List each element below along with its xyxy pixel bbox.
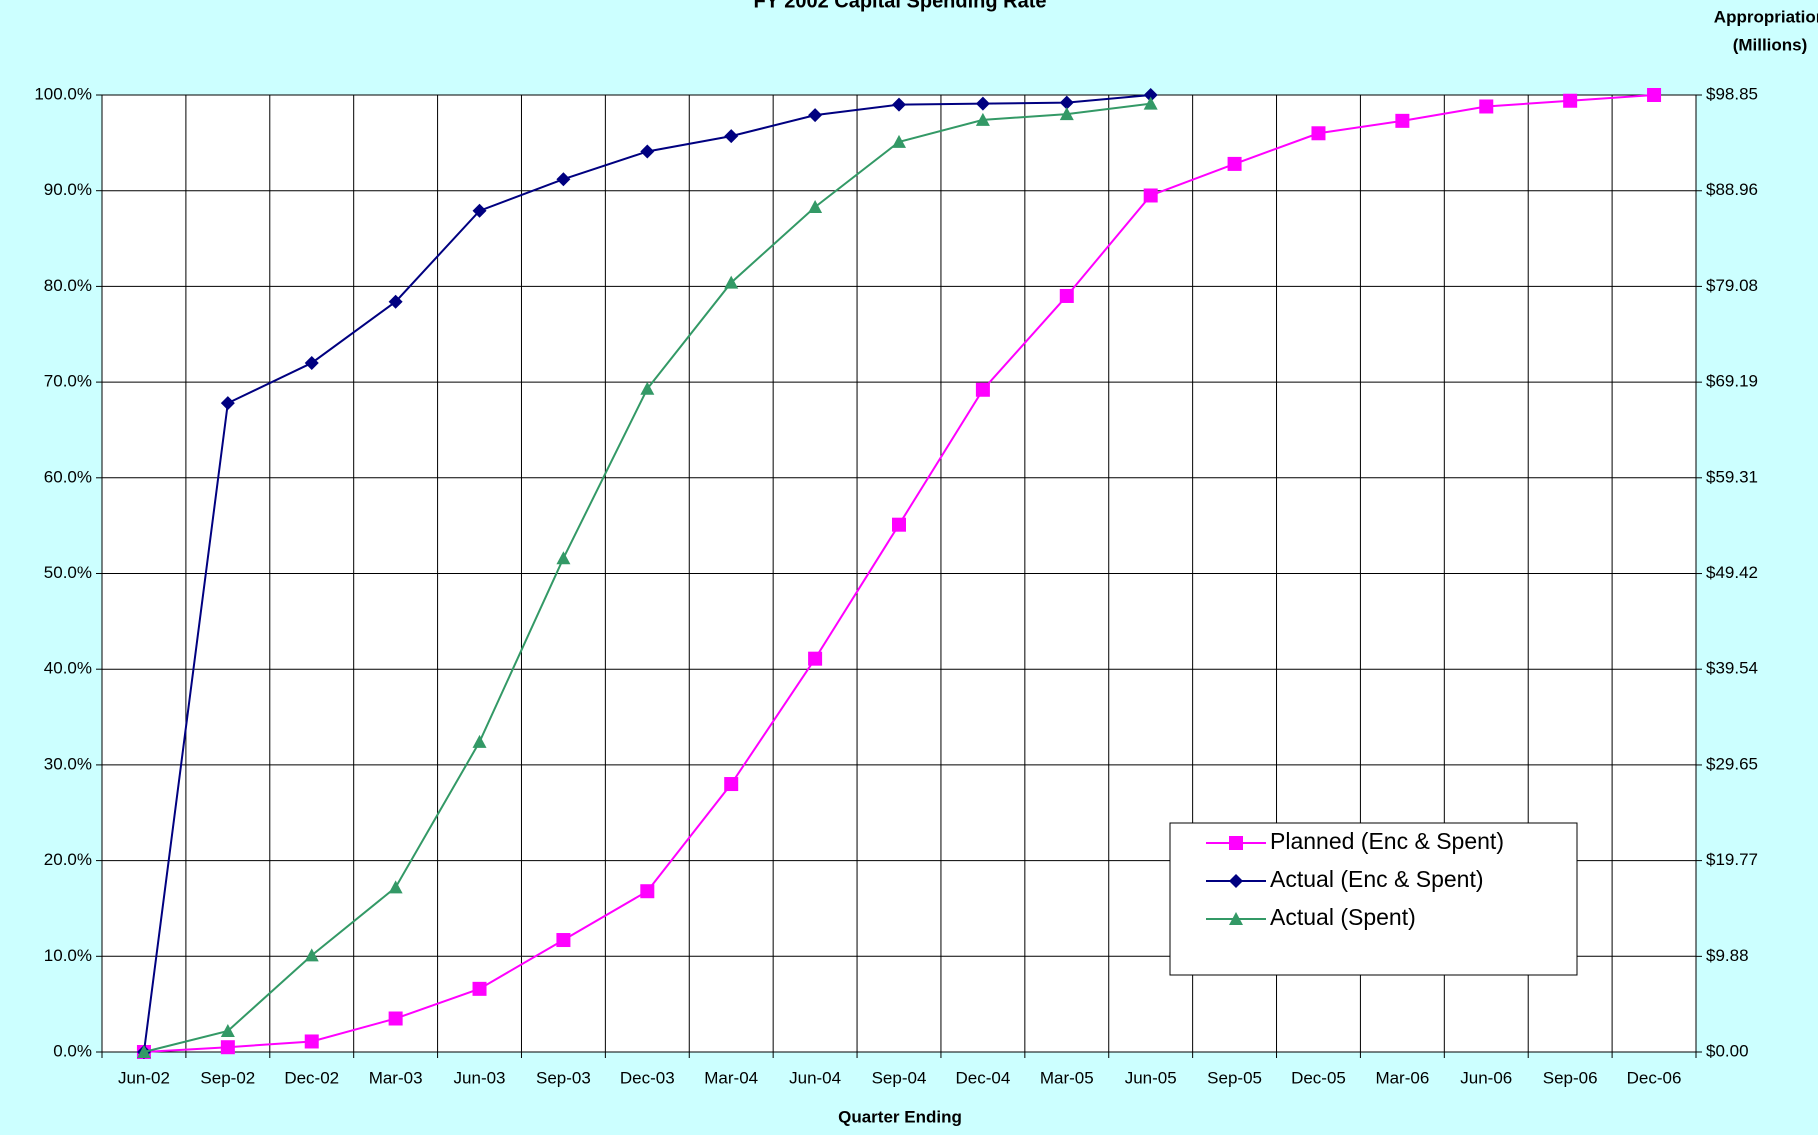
y2-tick-label: $98.85 bbox=[1706, 84, 1758, 103]
marker bbox=[1143, 88, 1158, 102]
x-tick-label: Sep-04 bbox=[872, 1068, 927, 1087]
marker bbox=[388, 880, 403, 894]
x-tick-label: Sep-06 bbox=[1543, 1068, 1598, 1087]
marker bbox=[1229, 836, 1243, 850]
marker bbox=[1227, 156, 1242, 171]
y2-tick-label: $59.31 bbox=[1706, 467, 1758, 486]
y-tick-label: 60.0% bbox=[44, 467, 92, 486]
marker bbox=[388, 1011, 403, 1026]
y2-tick-label: $88.96 bbox=[1706, 180, 1758, 199]
y2-tick-label: $9.88 bbox=[1706, 946, 1749, 965]
x-tick-label: Dec-04 bbox=[955, 1068, 1010, 1087]
y2-tick-label: $19.77 bbox=[1706, 850, 1758, 869]
marker bbox=[556, 933, 571, 948]
x-axis-label: Quarter Ending bbox=[838, 1107, 962, 1126]
marker bbox=[892, 97, 906, 112]
marker bbox=[556, 172, 571, 187]
marker bbox=[1143, 188, 1158, 203]
x-tick-label: Dec-06 bbox=[1627, 1068, 1682, 1087]
marker bbox=[1229, 912, 1243, 925]
marker bbox=[724, 777, 739, 792]
x-tick-label: Jun-02 bbox=[118, 1068, 170, 1087]
marker bbox=[1395, 113, 1410, 128]
marker bbox=[220, 396, 235, 411]
x-tick-label: Sep-03 bbox=[536, 1068, 591, 1087]
marker bbox=[975, 382, 990, 397]
y2-axis-label: Appropriation bbox=[1714, 7, 1818, 26]
marker bbox=[304, 948, 319, 962]
y-tick-label: 0.0% bbox=[53, 1041, 92, 1060]
legend-label: Planned (Enc & Spent) bbox=[1270, 828, 1504, 854]
marker bbox=[1059, 107, 1074, 121]
y-tick-label: 10.0% bbox=[44, 946, 92, 965]
x-tick-label: Dec-03 bbox=[620, 1068, 675, 1087]
y-tick-label: 90.0% bbox=[44, 180, 92, 199]
y-tick-label: 20.0% bbox=[44, 850, 92, 869]
marker bbox=[724, 275, 739, 289]
y2-tick-label: $79.08 bbox=[1706, 276, 1758, 295]
x-tick-label: Mar-06 bbox=[1375, 1068, 1429, 1087]
marker bbox=[1229, 874, 1243, 888]
chart-title: FY 2002 Capital Spending Rate bbox=[753, 0, 1046, 12]
marker bbox=[1059, 95, 1074, 110]
legend-label: Actual (Enc & Spent) bbox=[1270, 866, 1484, 892]
marker bbox=[640, 381, 655, 395]
marker bbox=[892, 134, 906, 148]
x-tick-label: Mar-03 bbox=[369, 1068, 423, 1087]
y-tick-label: 30.0% bbox=[44, 754, 92, 773]
marker bbox=[975, 96, 990, 111]
y2-tick-label: $0.00 bbox=[1706, 1041, 1749, 1060]
marker bbox=[808, 199, 823, 213]
marker bbox=[1311, 126, 1326, 141]
y2-tick-label: $39.54 bbox=[1706, 659, 1758, 678]
x-tick-label: Mar-05 bbox=[1040, 1068, 1094, 1087]
x-tick-label: Jun-04 bbox=[789, 1068, 841, 1087]
marker bbox=[808, 651, 823, 666]
marker bbox=[472, 981, 487, 996]
marker bbox=[388, 294, 403, 309]
marker bbox=[1479, 99, 1494, 114]
y-tick-label: 100.0% bbox=[34, 84, 92, 103]
y-tick-label: 80.0% bbox=[44, 276, 92, 295]
y-tick-label: 70.0% bbox=[44, 372, 92, 391]
y-tick-label: 50.0% bbox=[44, 563, 92, 582]
y-tick-label: 40.0% bbox=[44, 659, 92, 678]
marker bbox=[304, 1034, 319, 1049]
marker bbox=[640, 884, 655, 899]
y2-tick-label: $49.42 bbox=[1706, 563, 1758, 582]
x-tick-label: Jun-06 bbox=[1460, 1068, 1512, 1087]
marker bbox=[975, 112, 990, 126]
marker bbox=[724, 129, 739, 144]
x-tick-label: Mar-04 bbox=[704, 1068, 758, 1087]
marker bbox=[808, 108, 823, 123]
y2-tick-label: $69.19 bbox=[1706, 372, 1758, 391]
marker bbox=[220, 1040, 235, 1055]
marker bbox=[892, 517, 906, 532]
marker bbox=[472, 734, 487, 748]
x-tick-label: Sep-05 bbox=[1207, 1068, 1262, 1087]
marker bbox=[640, 144, 655, 159]
marker bbox=[472, 203, 487, 218]
y2-tick-label: $29.65 bbox=[1706, 754, 1758, 773]
x-tick-label: Dec-02 bbox=[284, 1068, 339, 1087]
marker bbox=[1059, 288, 1074, 303]
legend-label: Actual (Spent) bbox=[1270, 904, 1416, 930]
x-tick-label: Sep-02 bbox=[200, 1068, 255, 1087]
marker bbox=[1647, 88, 1662, 102]
x-tick-label: Dec-05 bbox=[1291, 1068, 1346, 1087]
marker bbox=[1563, 93, 1578, 108]
marker bbox=[1143, 96, 1158, 110]
x-tick-label: Jun-03 bbox=[454, 1068, 506, 1087]
marker bbox=[220, 1023, 235, 1037]
marker bbox=[304, 355, 319, 370]
x-tick-label: Jun-05 bbox=[1125, 1068, 1177, 1087]
y2-axis-label: (Millions) bbox=[1733, 35, 1808, 54]
marker bbox=[136, 1045, 151, 1058]
marker bbox=[556, 551, 571, 565]
